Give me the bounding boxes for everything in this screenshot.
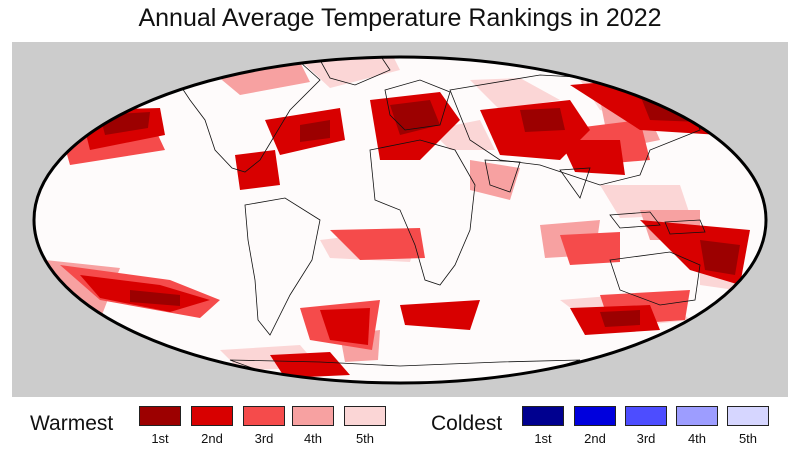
legend-warm-rank-label: 3rd — [254, 431, 274, 446]
legend-cold-swatch-2nd — [574, 406, 616, 426]
legend-cold-swatch-3rd — [625, 406, 667, 426]
map-panel — [12, 42, 788, 397]
legend-warm-rank-label: 5th — [355, 431, 375, 446]
legend-warm-swatch-4th — [292, 406, 334, 426]
legend-warm-rank-label: 1st — [151, 431, 169, 446]
legend-warm-swatch-5th — [344, 406, 386, 426]
rank-1st-regions — [100, 95, 740, 327]
legend-warmest-label: Warmest — [30, 412, 114, 435]
legend-cold-rank-label: 5th — [738, 431, 758, 446]
legend-cold-swatch-4th — [676, 406, 718, 426]
legend-warm-rank-label: 4th — [303, 431, 323, 446]
legend-coldest-label: Coldest — [431, 412, 503, 435]
legend-cold-rank-label: 2nd — [584, 431, 606, 446]
legend-cold-swatch-5th — [727, 406, 769, 426]
legend-cold-rank-label: 3rd — [636, 431, 656, 446]
legend-warm-swatch-2nd — [191, 406, 233, 426]
legend-cold-swatch-1st — [522, 406, 564, 426]
globe-outline — [32, 55, 768, 385]
legend-warm-swatch-1st — [139, 406, 181, 426]
legend-cold-rank-label: 4th — [687, 431, 707, 446]
world-map — [32, 55, 768, 385]
legend-cold-rank-label: 1st — [534, 431, 552, 446]
legend-warm-swatch-3rd — [243, 406, 285, 426]
map-title: Annual Average Temperature Rankings in 2… — [138, 4, 662, 32]
legend-warm-rank-label: 2nd — [201, 431, 223, 446]
